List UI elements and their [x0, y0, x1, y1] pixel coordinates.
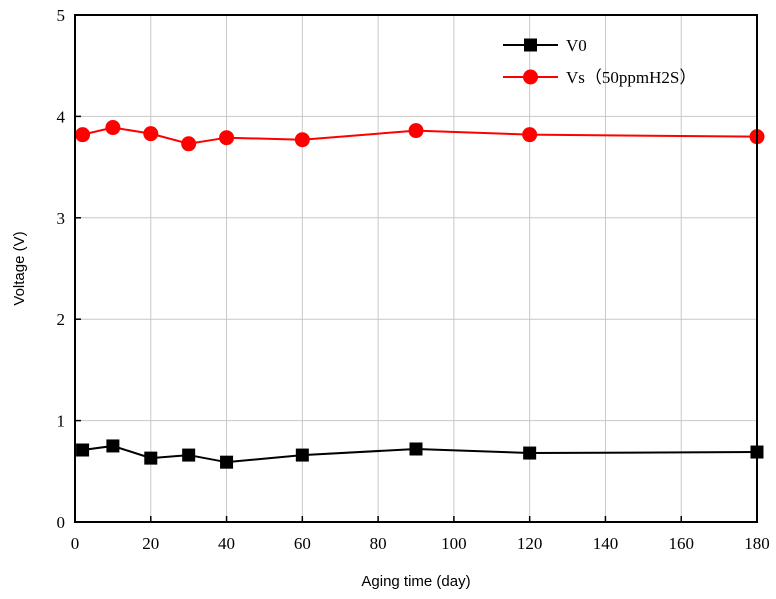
y-tick-label: 4 — [57, 107, 66, 126]
data-point — [143, 126, 159, 142]
y-tick-label: 2 — [57, 310, 66, 329]
legend-marker — [524, 38, 537, 52]
x-tick-label: 140 — [593, 534, 619, 553]
data-point — [523, 446, 537, 460]
x-tick-label: 80 — [370, 534, 387, 553]
data-point — [144, 451, 158, 465]
x-tick-label: 100 — [441, 534, 467, 553]
x-tick-label: 160 — [668, 534, 694, 553]
x-tick-label: 180 — [744, 534, 770, 553]
data-point — [181, 136, 197, 152]
y-axis-title: Voltage (V) — [11, 231, 28, 305]
axis-ticks: 0 20 40 60 80 100 120 140 160 180 0 1 2 3 4 5 — [57, 6, 770, 553]
y-tick-label: 5 — [57, 6, 66, 25]
data-point — [295, 448, 309, 462]
x-axis-title: Aging time (day) — [361, 573, 470, 590]
legend: V0 Vs（50ppmH2S） — [503, 36, 696, 87]
series-layer — [75, 120, 765, 469]
data-point — [105, 120, 121, 136]
x-tick-label: 20 — [142, 534, 159, 553]
y-tick-label: 1 — [57, 412, 66, 431]
x-tick-label: 60 — [294, 534, 311, 553]
data-point — [220, 455, 234, 469]
legend-item: V0 — [503, 36, 587, 55]
data-point — [409, 442, 423, 456]
legend-marker — [523, 69, 538, 85]
data-point — [522, 127, 538, 143]
series-v0 — [76, 439, 764, 469]
y-tick-label: 0 — [57, 513, 66, 532]
data-point — [76, 443, 90, 457]
legend-label: V0 — [566, 36, 587, 55]
data-point — [408, 123, 424, 139]
data-point — [106, 439, 120, 453]
plot-frame — [74, 14, 758, 523]
y-tick-label: 3 — [57, 209, 66, 228]
x-tick-label: 120 — [517, 534, 543, 553]
data-point — [182, 448, 196, 462]
x-tick-label: 0 — [71, 534, 80, 553]
data-point — [219, 130, 235, 146]
series-vs — [75, 120, 765, 152]
data-point — [75, 127, 91, 143]
legend-item: Vs（50ppmH2S） — [503, 68, 696, 87]
x-tick-label: 40 — [218, 534, 235, 553]
data-point — [294, 132, 310, 148]
legend-label: Vs（50ppmH2S） — [566, 68, 696, 87]
